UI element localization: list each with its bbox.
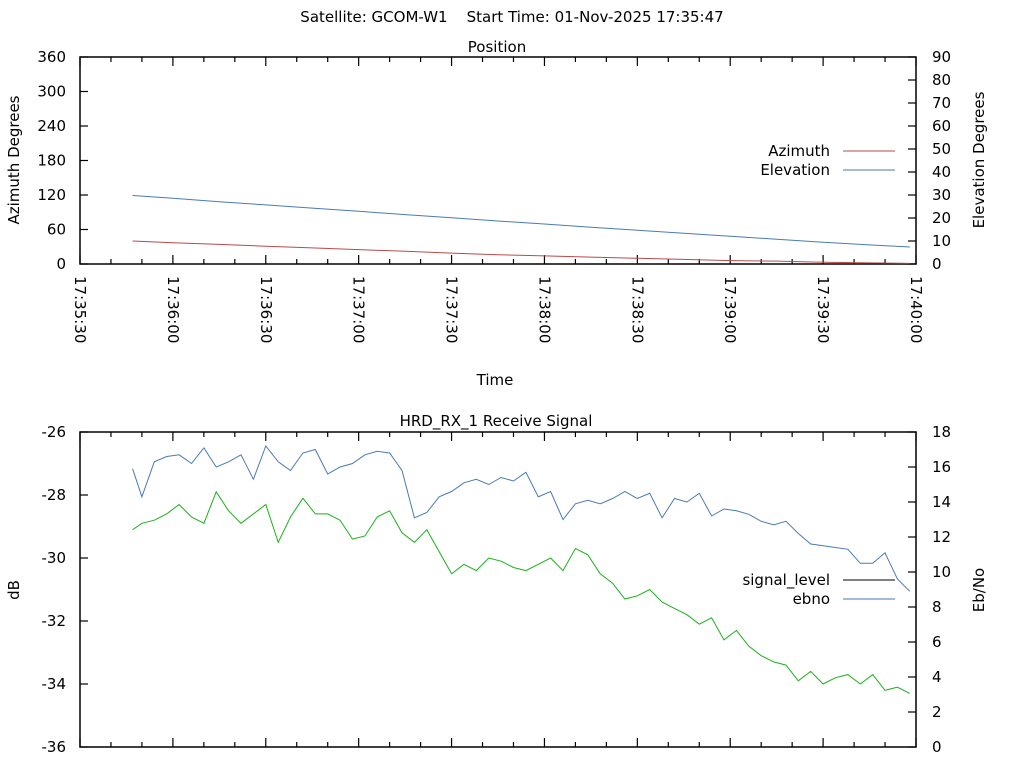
- series-line-ebno: [132, 444, 911, 592]
- receive-signal-chart-title: HRD_RX_1 Receive Signal: [400, 412, 593, 431]
- y2-tick-label: 70: [932, 94, 951, 112]
- y2-tick-label: 18: [932, 423, 951, 441]
- x-tick-label: 17:36:00: [164, 276, 182, 343]
- y2-tick-label: 16: [932, 458, 951, 476]
- position-chart-y2label: Elevation Degrees: [970, 91, 988, 228]
- y-tick-label: -32: [42, 612, 67, 630]
- series-line-azimuth: [132, 240, 910, 264]
- y2-tick-label: 8: [932, 598, 942, 616]
- receive-signal-chart-ylabel: dB: [5, 580, 23, 600]
- page-title: Satellite: GCOM-W1 Start Time: 01-Nov-20…: [300, 8, 723, 26]
- y2-tick-label: 20: [932, 209, 951, 227]
- y-tick-label: 240: [37, 117, 66, 135]
- y-tick-label: 0: [56, 255, 66, 273]
- x-tick-label: 17:36:30: [257, 276, 275, 343]
- x-tick-label: 17:37:30: [443, 276, 461, 343]
- x-tick-label: 17:37:00: [350, 276, 368, 343]
- y2-tick-label: 40: [932, 163, 951, 181]
- y2-tick-label: 4: [932, 668, 942, 686]
- y-tick-label: -36: [42, 738, 67, 756]
- y2-tick-label: 60: [932, 117, 951, 135]
- y2-tick-label: 50: [932, 140, 951, 158]
- y-tick-label: 180: [37, 152, 66, 170]
- position-chart-xlabel: Time: [476, 371, 514, 389]
- legend-label: ebno: [793, 590, 830, 608]
- y2-tick-label: 2: [932, 703, 942, 721]
- y2-tick-label: 80: [932, 71, 951, 89]
- series-line-signal-level: [132, 490, 911, 694]
- y-tick-label: -30: [42, 549, 67, 567]
- x-tick-label: 17:39:30: [814, 276, 832, 343]
- y-tick-label: -28: [42, 486, 67, 504]
- position-chart-ylabel: Azimuth Degrees: [5, 95, 23, 224]
- y2-tick-label: 14: [932, 493, 951, 511]
- y2-tick-label: 12: [932, 528, 951, 546]
- receive-signal-chart: HRD_RX_1 Receive Signal dB Eb/No -36 -34 -…: [5, 412, 988, 756]
- y2-tick-label: 10: [932, 232, 951, 250]
- legend-label: Elevation: [760, 161, 830, 179]
- y-tick-label: 120: [37, 186, 66, 204]
- receive-signal-chart-y2label: Eb/No: [970, 568, 988, 612]
- y2-tick-label: 10: [932, 563, 951, 581]
- x-tick-label: 17:35:30: [71, 276, 89, 343]
- y2-tick-label: 0: [932, 738, 942, 756]
- x-tick-label: 17:40:00: [907, 276, 925, 343]
- y-tick-label: 300: [37, 83, 66, 101]
- y-tick-label: 360: [37, 48, 66, 66]
- y2-tick-label: 90: [932, 48, 951, 66]
- x-tick-label: 17:39:00: [721, 276, 739, 343]
- y-tick-label: -34: [42, 675, 67, 693]
- position-chart: Position Time Azimuth Degrees Elevation …: [5, 38, 988, 389]
- x-tick-label: 17:38:30: [628, 276, 646, 343]
- y2-tick-label: 30: [932, 186, 951, 204]
- y-tick-label: -26: [42, 423, 67, 441]
- legend-label: Azimuth: [768, 142, 830, 160]
- series-line-elevation: [132, 195, 910, 248]
- plot-frame: [79, 431, 917, 748]
- legend-label: signal_level: [742, 571, 830, 590]
- y2-tick-label: 0: [932, 255, 942, 273]
- x-tick-label: 17:38:00: [535, 276, 553, 343]
- y2-tick-label: 6: [932, 633, 942, 651]
- position-chart-title: Position: [468, 38, 526, 56]
- y-tick-label: 60: [47, 221, 66, 239]
